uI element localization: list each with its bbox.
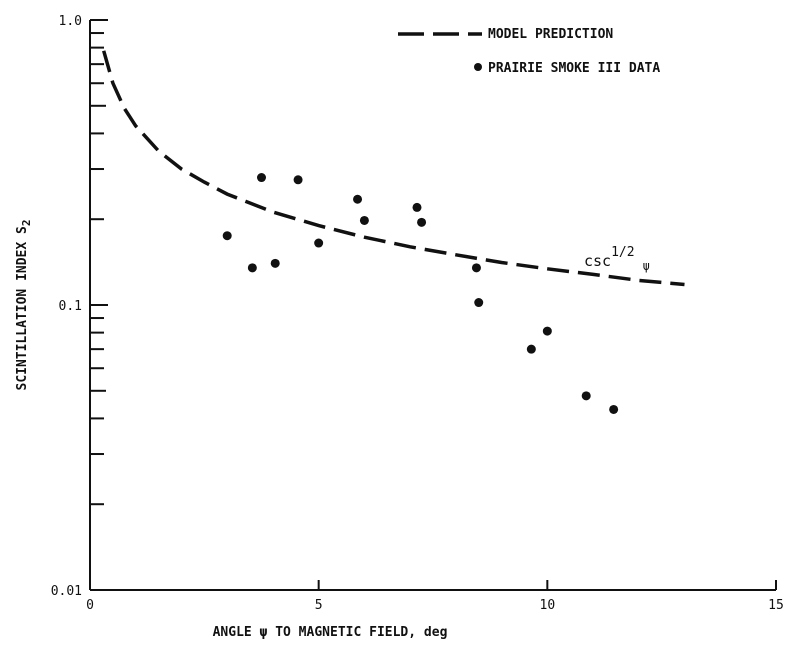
y-axis-title-main: SCINTILLATION INDEX S [15,226,30,391]
model-prediction-line [102,50,685,287]
x-tick-label: 0 [86,598,94,613]
data-point [609,404,619,414]
tick-labels: 0 5 10 15 0.01 0.1 1.0 [51,14,784,613]
y-axis-title: SCINTILLATION INDEX S2 [15,220,33,391]
legend: MODEL PREDICTION PRAIRIE SMOKE III DATA [398,27,660,76]
data-point [314,238,324,248]
data-point [270,258,280,268]
data-point [222,231,232,241]
data-point [247,263,257,273]
x-tick-label: 10 [540,598,556,613]
y-axis-title-subscript: 2 [20,220,33,227]
data-points [222,173,619,414]
annotation-superscript: 1/2 [611,245,634,260]
legend-dot [474,63,482,71]
curve-annotation: csc1/2 ψ [584,245,650,273]
data-point [542,326,552,336]
annotation-symbol: ψ [643,259,650,273]
x-axis-title: ANGLE ψ TO MAGNETIC FIELD, deg [213,625,448,640]
data-point [581,391,591,401]
axis-ticks [89,19,777,591]
legend-label-data: PRAIRIE SMOKE III DATA [488,61,660,76]
data-point [257,173,266,183]
data-point [359,215,369,225]
data-point [471,263,481,273]
annotation-base: csc [584,252,611,270]
data-point [526,344,536,354]
y-tick-label: 1.0 [59,14,82,29]
data-point [293,175,303,185]
data-point [353,194,363,204]
legend-label-model: MODEL PREDICTION [488,27,613,42]
data-point [412,202,422,212]
data-point [474,298,484,308]
y-tick-label: 0.1 [59,299,82,314]
x-tick-label: 5 [315,598,323,613]
x-tick-label: 15 [768,598,784,613]
y-tick-label: 0.01 [51,584,82,599]
data-point [417,217,427,227]
